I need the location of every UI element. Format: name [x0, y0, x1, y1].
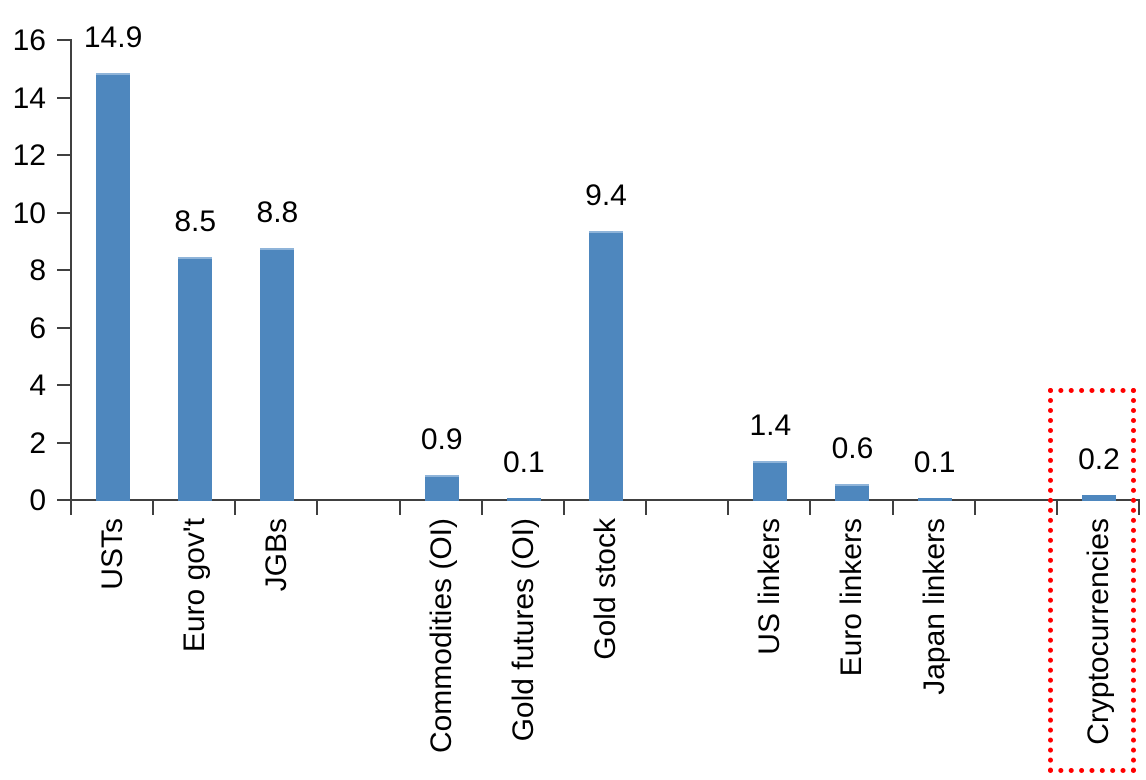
- bar-value-label: 8.5: [174, 205, 217, 238]
- x-tick: [398, 501, 401, 515]
- x-tick: [70, 501, 72, 515]
- y-tick: [57, 269, 72, 271]
- bar: [506, 498, 541, 501]
- bar: [753, 461, 788, 501]
- bar: [424, 475, 459, 501]
- y-tick-label: 6: [29, 311, 46, 345]
- x-tick: [234, 501, 237, 515]
- bar-value-label: 8.8: [256, 196, 299, 229]
- y-tick: [57, 326, 72, 329]
- y-tick: [57, 96, 72, 99]
- category-label: Euro gov't: [178, 518, 212, 653]
- x-tick: [645, 501, 648, 515]
- bar: [835, 484, 870, 501]
- x-tick: [1055, 501, 1058, 515]
- x-tick: [316, 501, 319, 515]
- highlight-box: [1047, 388, 1136, 773]
- y-tick-label: 10: [12, 196, 46, 230]
- y-tick-label: 14: [12, 81, 46, 115]
- category-label: US linkers: [753, 518, 787, 655]
- bar: [260, 248, 295, 501]
- category-label: Euro linkers: [835, 518, 869, 677]
- x-tick: [809, 501, 812, 515]
- bar: [96, 73, 131, 501]
- x-tick: [480, 501, 483, 515]
- x-tick: [1138, 501, 1140, 515]
- category-label: JGBs: [260, 518, 294, 592]
- y-tick: [57, 499, 72, 501]
- bar-value-label: 0.1: [913, 446, 956, 479]
- bar: [1081, 495, 1116, 501]
- x-tick: [152, 501, 155, 515]
- bar-value-label: 0.1: [502, 446, 545, 479]
- bar: [589, 231, 623, 501]
- y-tick: [57, 154, 72, 156]
- x-tick: [727, 501, 730, 515]
- y-tick-label: 2: [29, 426, 46, 460]
- x-tick: [891, 501, 894, 515]
- bar-value-label: 1.4: [749, 409, 792, 442]
- x-tick: [562, 501, 565, 515]
- bar-value-label: 0.6: [831, 432, 874, 465]
- category-label: USTs: [96, 518, 130, 590]
- x-tick: [973, 501, 976, 515]
- y-tick-label: 12: [12, 139, 46, 172]
- bar-value-label: 9.4: [585, 179, 627, 212]
- y-axis-line: [70, 41, 72, 501]
- y-tick: [57, 211, 72, 214]
- y-tick-label: 4: [29, 369, 46, 402]
- bar-value-label: 0.9: [420, 423, 463, 456]
- bar-value-label: 0.2: [1078, 443, 1120, 476]
- category-label: Commodities (OI): [424, 518, 458, 754]
- bar: [917, 498, 952, 501]
- y-tick: [57, 39, 72, 41]
- y-tick-label: 8: [29, 254, 46, 287]
- y-tick: [57, 441, 72, 444]
- y-tick: [57, 384, 72, 386]
- category-label: Japan linkers: [917, 518, 951, 695]
- y-tick-label: 0: [29, 484, 46, 517]
- category-label: Gold futures (OI): [506, 518, 540, 742]
- category-label: Gold stock: [589, 518, 622, 660]
- y-tick-label: 16: [12, 24, 46, 57]
- bar-value-label: 14.9: [83, 21, 143, 54]
- bar: [178, 257, 213, 501]
